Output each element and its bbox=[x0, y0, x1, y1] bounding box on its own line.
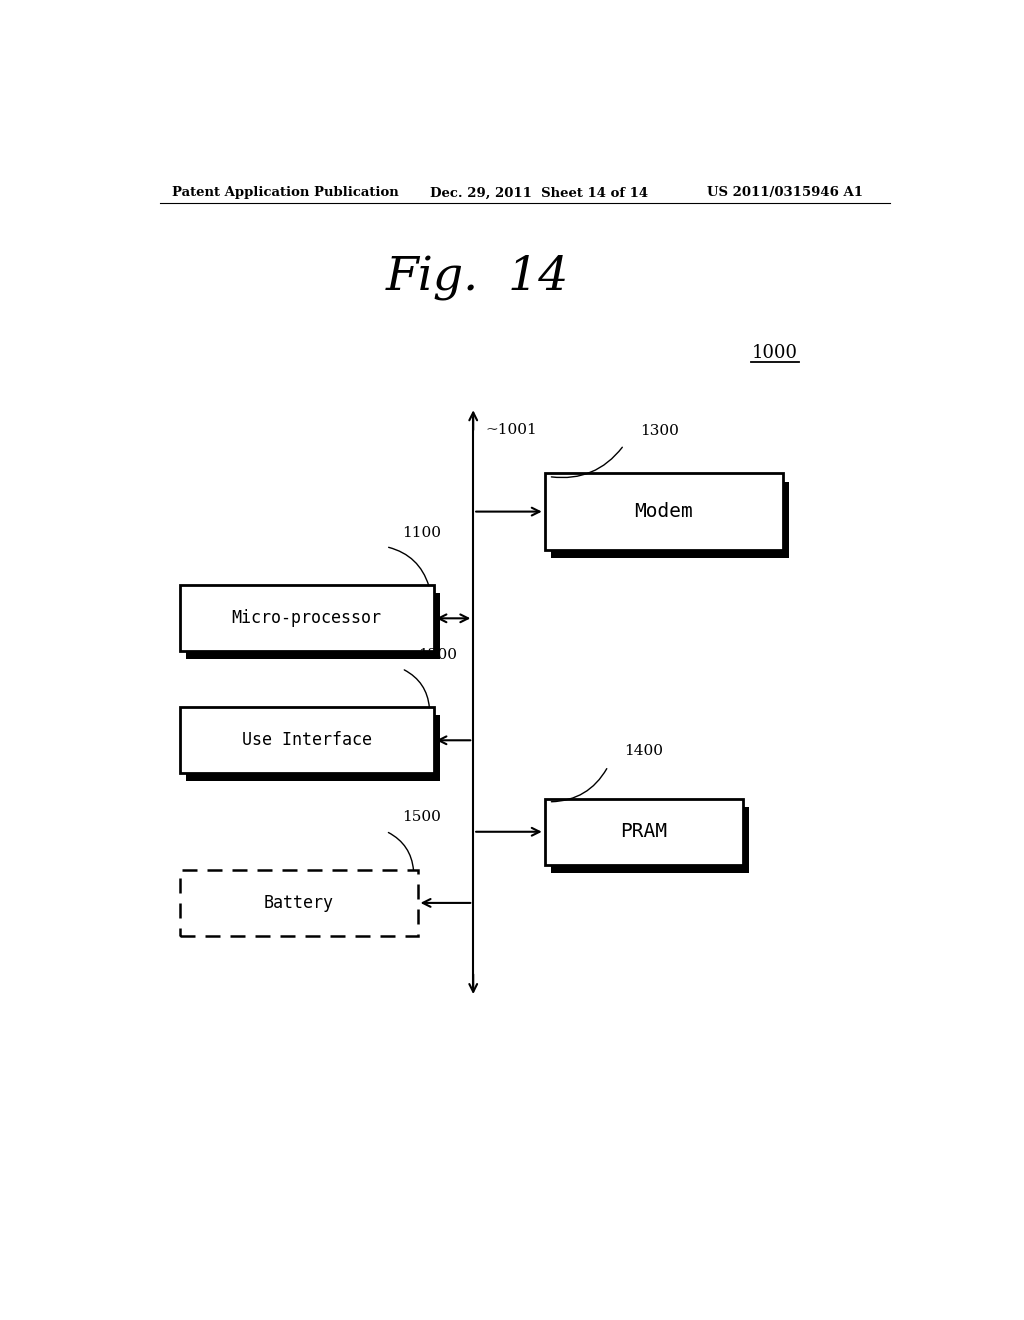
Bar bbox=[179, 870, 418, 936]
Bar bbox=[545, 799, 743, 865]
Text: ~1001: ~1001 bbox=[485, 422, 537, 437]
Bar bbox=[551, 807, 750, 873]
Bar bbox=[179, 708, 433, 774]
Text: 1500: 1500 bbox=[401, 810, 440, 824]
Text: 1200: 1200 bbox=[418, 648, 457, 661]
Text: Patent Application Publication: Patent Application Publication bbox=[172, 186, 398, 199]
Bar bbox=[179, 585, 433, 651]
Text: PRAM: PRAM bbox=[621, 822, 668, 841]
Text: Battery: Battery bbox=[263, 894, 334, 912]
Text: 1300: 1300 bbox=[640, 424, 679, 438]
Text: 1000: 1000 bbox=[752, 343, 798, 362]
Bar bbox=[186, 715, 440, 781]
Text: 1100: 1100 bbox=[401, 525, 440, 540]
Text: Modem: Modem bbox=[634, 502, 693, 521]
Text: Fig.  14: Fig. 14 bbox=[385, 255, 569, 301]
Text: Use Interface: Use Interface bbox=[242, 731, 372, 750]
Text: US 2011/0315946 A1: US 2011/0315946 A1 bbox=[708, 186, 863, 199]
Text: Micro-processor: Micro-processor bbox=[231, 610, 382, 627]
Bar bbox=[545, 474, 782, 549]
Bar bbox=[186, 594, 440, 660]
Text: 1400: 1400 bbox=[624, 744, 663, 758]
Bar bbox=[551, 482, 790, 558]
Text: Dec. 29, 2011  Sheet 14 of 14: Dec. 29, 2011 Sheet 14 of 14 bbox=[430, 186, 648, 199]
